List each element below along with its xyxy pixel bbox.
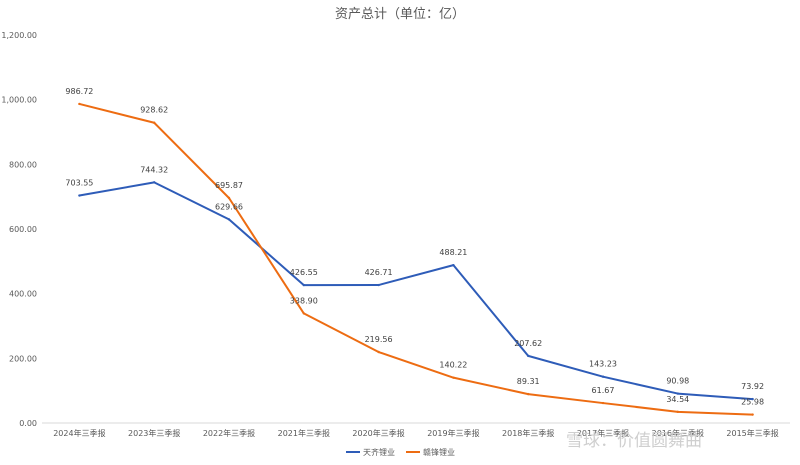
legend-label: 赣锋锂业 — [423, 447, 455, 457]
y-tick-label: 1,200.00 — [1, 31, 37, 40]
data-label: 744.32 — [140, 165, 168, 174]
data-label: 25.98 — [741, 398, 764, 407]
data-label: 629.66 — [215, 202, 243, 211]
y-tick-label: 1,000.00 — [1, 96, 37, 105]
data-point — [452, 376, 455, 379]
x-tick-label: 2019年三季报 — [427, 428, 479, 438]
data-point — [676, 410, 679, 414]
x-tick-label: 2015年三季报 — [726, 428, 778, 438]
chart-title: 资产总计（单位：亿） — [335, 7, 465, 22]
x-tick-label: 2017年三季报 — [577, 428, 629, 438]
data-label: 488.21 — [439, 248, 467, 257]
legend: 天齐锂业 赣锋锂业 — [346, 447, 455, 457]
series-line-2 — [78, 102, 754, 416]
data-label: 986.72 — [65, 87, 93, 96]
data-point — [377, 350, 380, 354]
data-label: 928.62 — [140, 106, 168, 115]
data-point — [601, 401, 605, 405]
data-label: 338.90 — [290, 296, 318, 305]
data-point — [527, 392, 530, 396]
data-point — [153, 181, 156, 184]
data-label: 219.56 — [365, 335, 393, 344]
x-tick-label: 2018年三季报 — [502, 428, 554, 438]
data-label: 34.54 — [666, 395, 689, 404]
x-tick-label: 2022年三季报 — [203, 428, 255, 438]
x-tick-label: 2016年三季报 — [652, 428, 704, 438]
y-tick-label: 400.00 — [9, 290, 37, 299]
x-tick-label: 2024年三季报 — [53, 428, 105, 438]
data-label: 140.22 — [439, 361, 467, 370]
data-label: 89.31 — [517, 377, 540, 386]
data-label: 143.23 — [589, 360, 617, 369]
y-axis: 0.00 200.00 400.00 600.00 800.00 1,000.00 1,20… — [1, 31, 37, 428]
data-label: 426.71 — [365, 268, 393, 277]
data-point — [601, 375, 605, 378]
data-point — [227, 218, 231, 221]
data-point — [676, 392, 679, 395]
legend-label: 天齐锂业 — [363, 447, 395, 457]
y-tick-label: 0.00 — [19, 419, 37, 428]
watermark: 雪球：价值圆舞曲 — [566, 431, 702, 451]
data-labels: 703.55 744.32 629.66 426.55 426.71 488.21 207.… — [65, 87, 764, 407]
x-tick-label: 2021年三季报 — [278, 428, 330, 438]
data-label: 695.87 — [215, 181, 243, 190]
data-label: 73.92 — [741, 382, 764, 391]
x-tick-label: 2023年三季报 — [128, 428, 180, 438]
data-label: 90.98 — [666, 377, 689, 386]
data-point — [78, 194, 81, 197]
data-point — [302, 312, 305, 315]
x-tick-label: 2020年三季报 — [352, 428, 404, 438]
y-tick-label: 600.00 — [9, 225, 37, 234]
data-point — [751, 397, 754, 401]
series-layer — [78, 102, 754, 416]
data-point — [78, 102, 81, 106]
x-axis: 2024年三季报 2023年三季报 2022年三季报 2021年三季报 2020年三季报… — [53, 428, 779, 438]
data-point — [302, 283, 305, 287]
data-label: 207.62 — [514, 339, 542, 348]
data-label: 426.55 — [290, 268, 318, 277]
data-label: 703.55 — [65, 179, 93, 188]
data-label: 61.67 — [592, 386, 615, 395]
y-tick-label: 800.00 — [9, 160, 37, 169]
data-point — [527, 354, 530, 358]
series-line-1 — [78, 181, 754, 401]
y-tick-label: 200.00 — [9, 354, 37, 363]
data-point — [153, 121, 156, 124]
data-point — [377, 283, 380, 287]
data-point — [452, 263, 455, 267]
data-point — [751, 413, 754, 416]
data-point — [227, 196, 231, 200]
